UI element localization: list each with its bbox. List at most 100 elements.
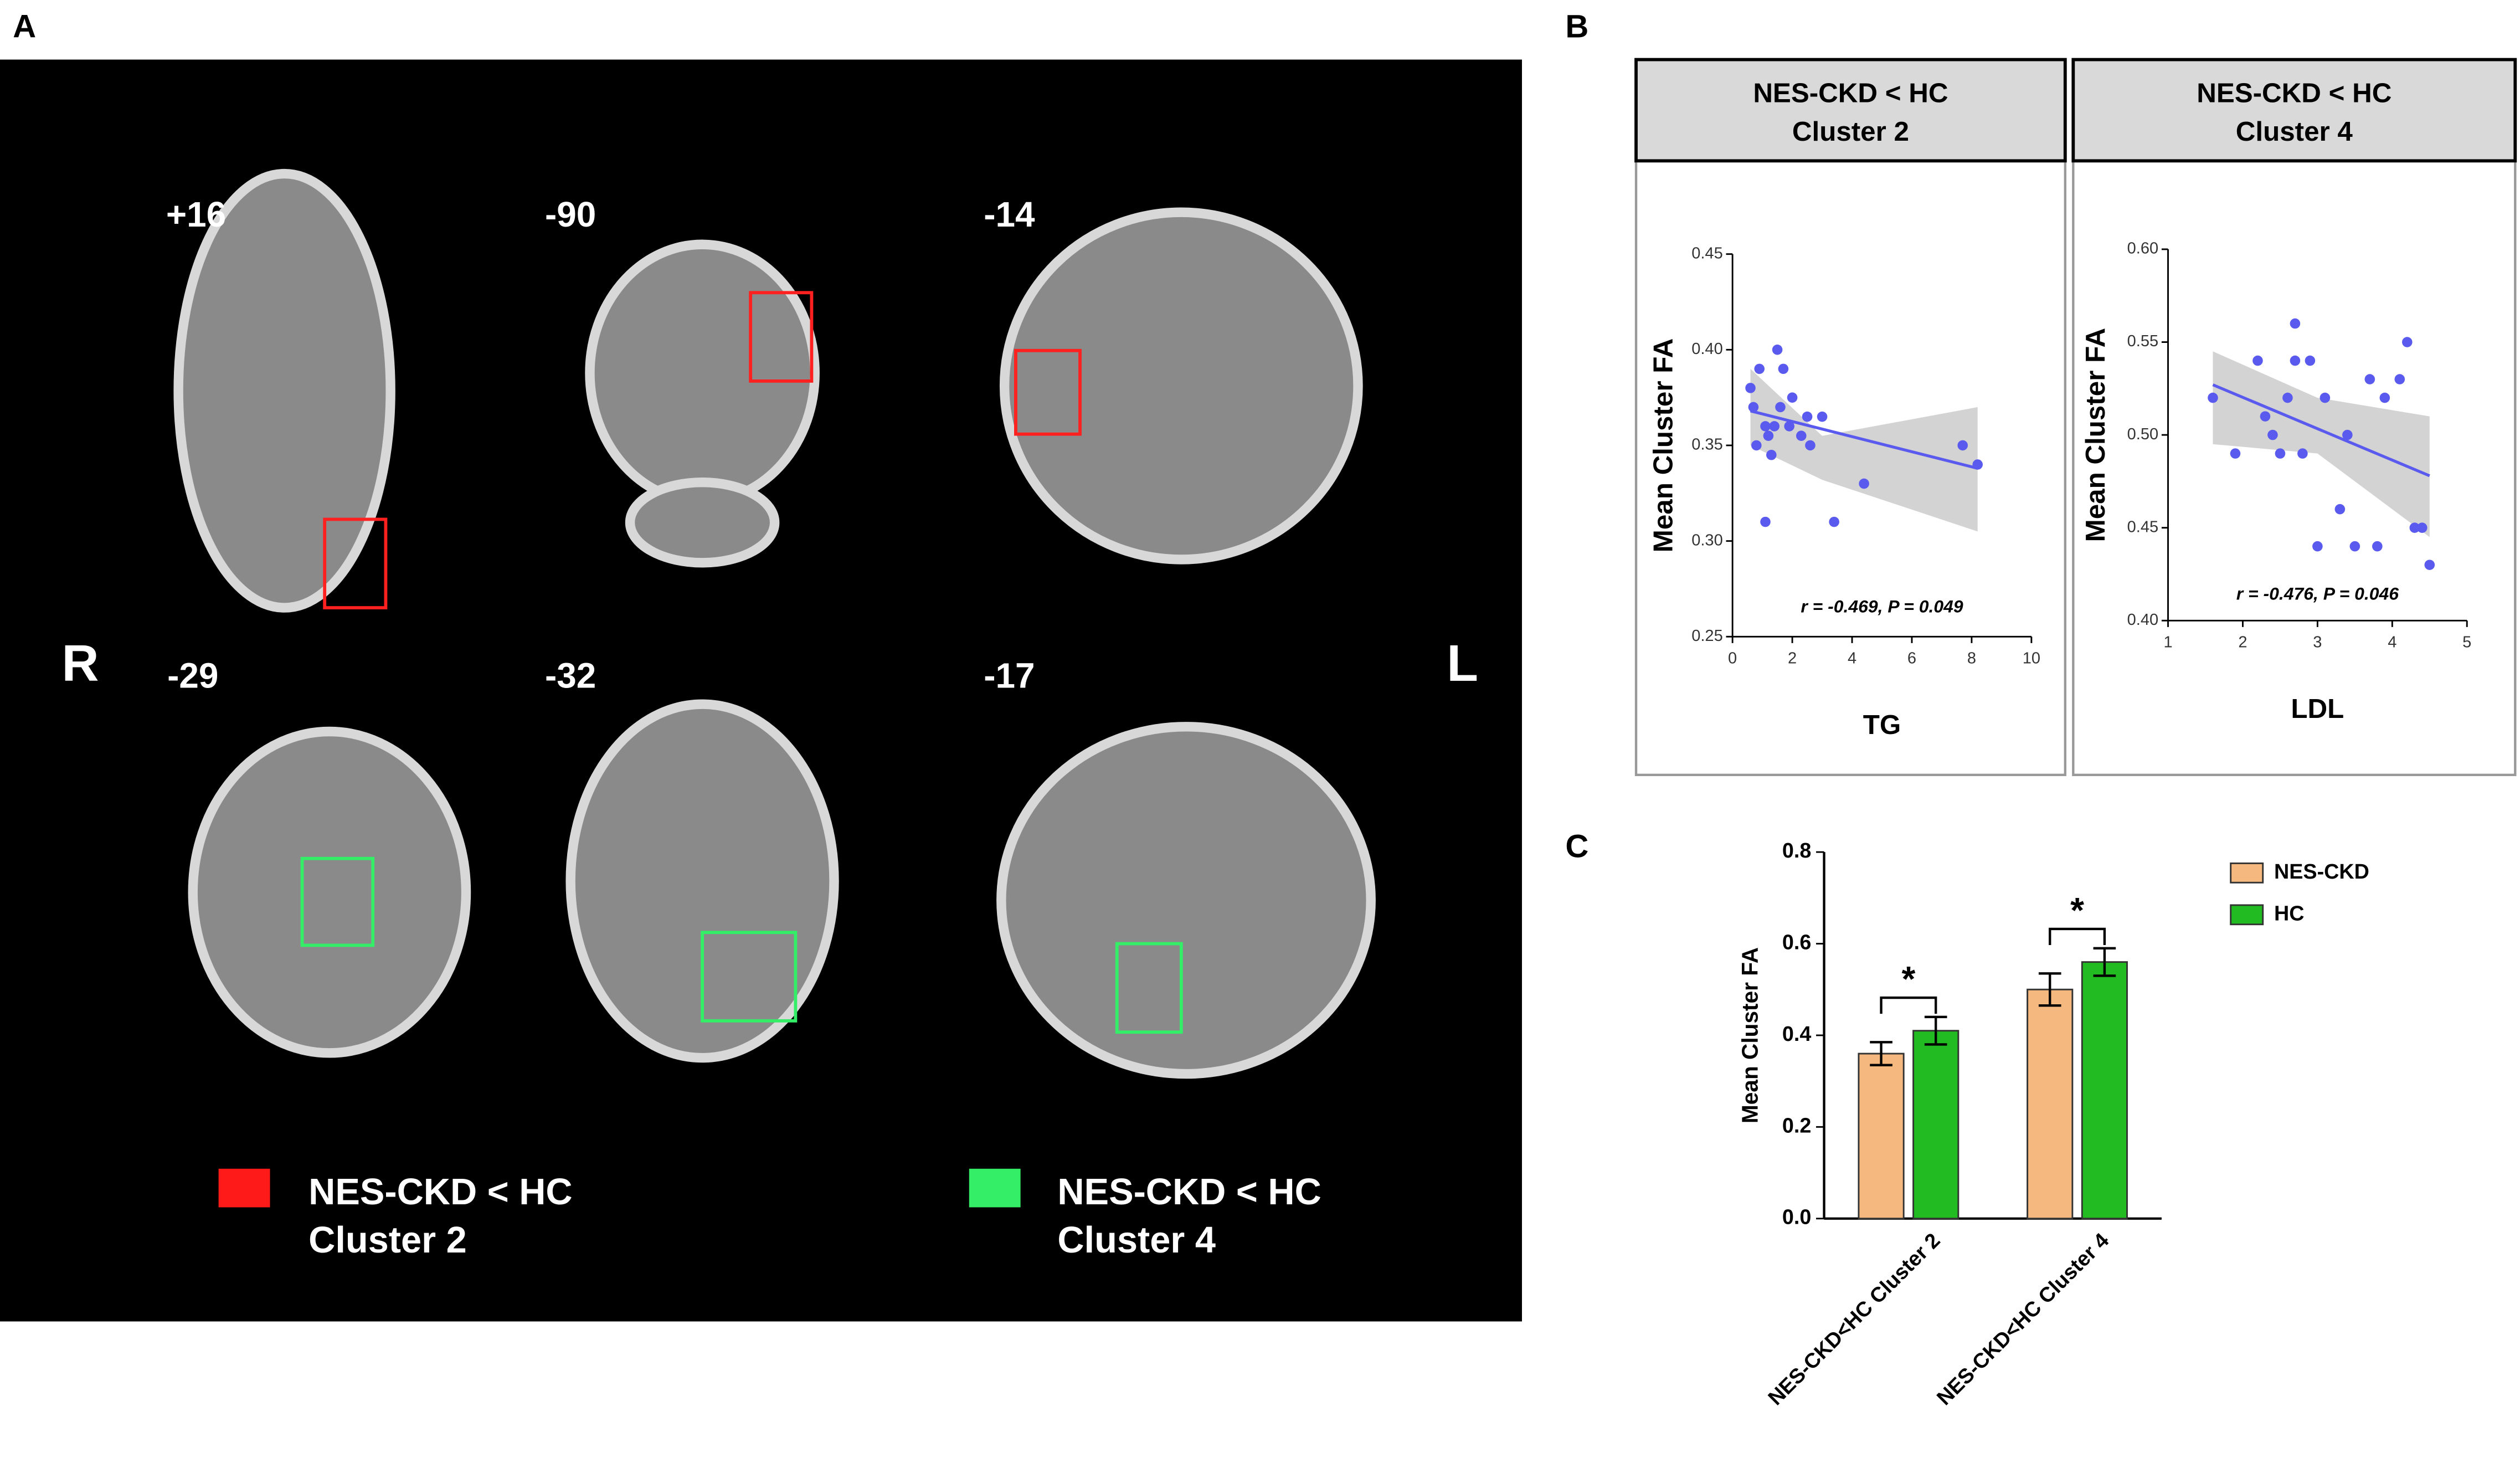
y-axis-label: Mean Cluster FA (1648, 338, 1678, 552)
legend-swatch (2230, 904, 2264, 926)
data-point (1763, 430, 1774, 442)
data-point (2252, 355, 2263, 366)
data-point (2379, 392, 2390, 403)
data-point (1805, 440, 1816, 451)
panel-header (1634, 58, 2067, 163)
bar (2027, 988, 2074, 1220)
data-point (1775, 402, 1786, 413)
y-tick-label: 0.50 (2127, 425, 2158, 443)
data-point (2349, 541, 2360, 552)
data-point (2312, 541, 2323, 552)
panel-label: C (1565, 829, 1588, 865)
legend-swatch (218, 1168, 270, 1208)
y-tick-label: 0.25 (1691, 627, 1722, 645)
y-tick-label: 0.40 (1691, 340, 1722, 358)
error-bar (1870, 1041, 1892, 1066)
side-label: L (1447, 634, 1478, 692)
significance-bracket (2049, 927, 2106, 946)
data-point (1766, 449, 1777, 460)
x-tick-label: 0 (1728, 650, 1737, 668)
y-tick-label: 0.0 (1782, 1205, 1811, 1229)
legend-label: NES-CKD (2274, 860, 2369, 883)
data-point (2320, 392, 2331, 403)
data-point (2394, 374, 2405, 384)
data-point (2260, 411, 2271, 422)
legend-label: Cluster 2 (308, 1220, 467, 1261)
y-tick-label: 0.45 (2127, 518, 2158, 536)
annotation: r = -0.476, P = 0.046 (2236, 583, 2399, 603)
data-point (2409, 522, 2420, 533)
panel-label: A (13, 9, 36, 45)
data-point (1796, 430, 1807, 442)
x-tick-label: 4 (1848, 650, 1856, 668)
brain-images (173, 168, 1376, 1079)
x-axis-label: TG (1863, 710, 1901, 740)
data-point (1769, 421, 1780, 432)
significance-mark: * (1901, 959, 1915, 999)
y-tick-label: 0.4 (1782, 1022, 1811, 1045)
data-point (2372, 541, 2383, 552)
slice-label: -29 (167, 656, 218, 696)
legend-label: HC (2274, 901, 2304, 925)
data-point (2424, 559, 2435, 571)
data-point (1957, 440, 1968, 451)
panel-header-text: NES-CKD < HC (2197, 78, 2392, 108)
slice-label: -14 (984, 194, 1035, 234)
x-tick-label: 1 (2163, 634, 2172, 651)
data-point (2230, 448, 2241, 459)
confidence-band (1750, 368, 1978, 532)
data-point (2402, 337, 2413, 347)
data-point (2282, 392, 2293, 403)
error-bar (1924, 1015, 1947, 1046)
y-tick-label: 0.2 (1782, 1113, 1811, 1137)
panel-frame (1634, 58, 2066, 777)
data-point (1751, 440, 1762, 451)
trend-line (1750, 409, 1978, 470)
data-point (1802, 411, 1813, 422)
data-point (1778, 363, 1789, 374)
x-tick-label: 2 (2238, 634, 2247, 651)
x-tick-label: 10 (2023, 650, 2040, 668)
error-bar (2093, 947, 2116, 977)
x-axis-label: LDL (2291, 694, 2344, 724)
data-point (1784, 421, 1794, 432)
x-tick-label: 5 (2462, 634, 2471, 651)
bar (2081, 961, 2128, 1220)
y-tick-label: 0.45 (1691, 244, 1722, 262)
data-point (2290, 355, 2301, 366)
confidence-band (2213, 351, 2430, 537)
data-point (2416, 522, 2428, 533)
x-tick-label: NES-CKD<HC Cluster 4 (1932, 1229, 2113, 1410)
bar (1858, 1053, 1905, 1220)
x-tick-label: 4 (2388, 634, 2396, 651)
cluster-boxes (300, 291, 1183, 1034)
y-tick-label: 0.35 (1691, 436, 1722, 454)
error-bar (2038, 972, 2061, 1007)
data-point (2208, 392, 2218, 403)
legend-swatch (969, 1168, 1021, 1208)
legend-label: NES-CKD < HC (1057, 1172, 1321, 1213)
y-tick-label: 0.55 (2127, 332, 2158, 350)
data-point (1745, 383, 1756, 393)
y-tick-label: 0.40 (2127, 611, 2158, 629)
annotation: r = -0.469, P = 0.049 (1801, 596, 1963, 616)
bar (1912, 1030, 1960, 1220)
panel-header-text: Cluster 2 (1792, 116, 1909, 147)
data-point (1772, 345, 1783, 355)
legend-label: NES-CKD < HC (308, 1172, 572, 1213)
x-tick-label: NES-CKD<HC Cluster 2 (1763, 1229, 1945, 1410)
panel-label: B (1565, 9, 1588, 45)
y-axis-label: Mean Cluster FA (1737, 947, 1763, 1123)
significance-mark: * (2070, 890, 2084, 930)
data-point (2275, 448, 2286, 459)
data-point (1787, 392, 1798, 403)
y-tick-label: 0.60 (2127, 240, 2158, 258)
data-point (1817, 411, 1828, 422)
data-point (2364, 374, 2375, 384)
trend-line (2212, 383, 2430, 478)
legend-swatch (2230, 862, 2264, 884)
x-tick-label: 8 (1967, 650, 1976, 668)
slice-label: -90 (545, 194, 596, 234)
